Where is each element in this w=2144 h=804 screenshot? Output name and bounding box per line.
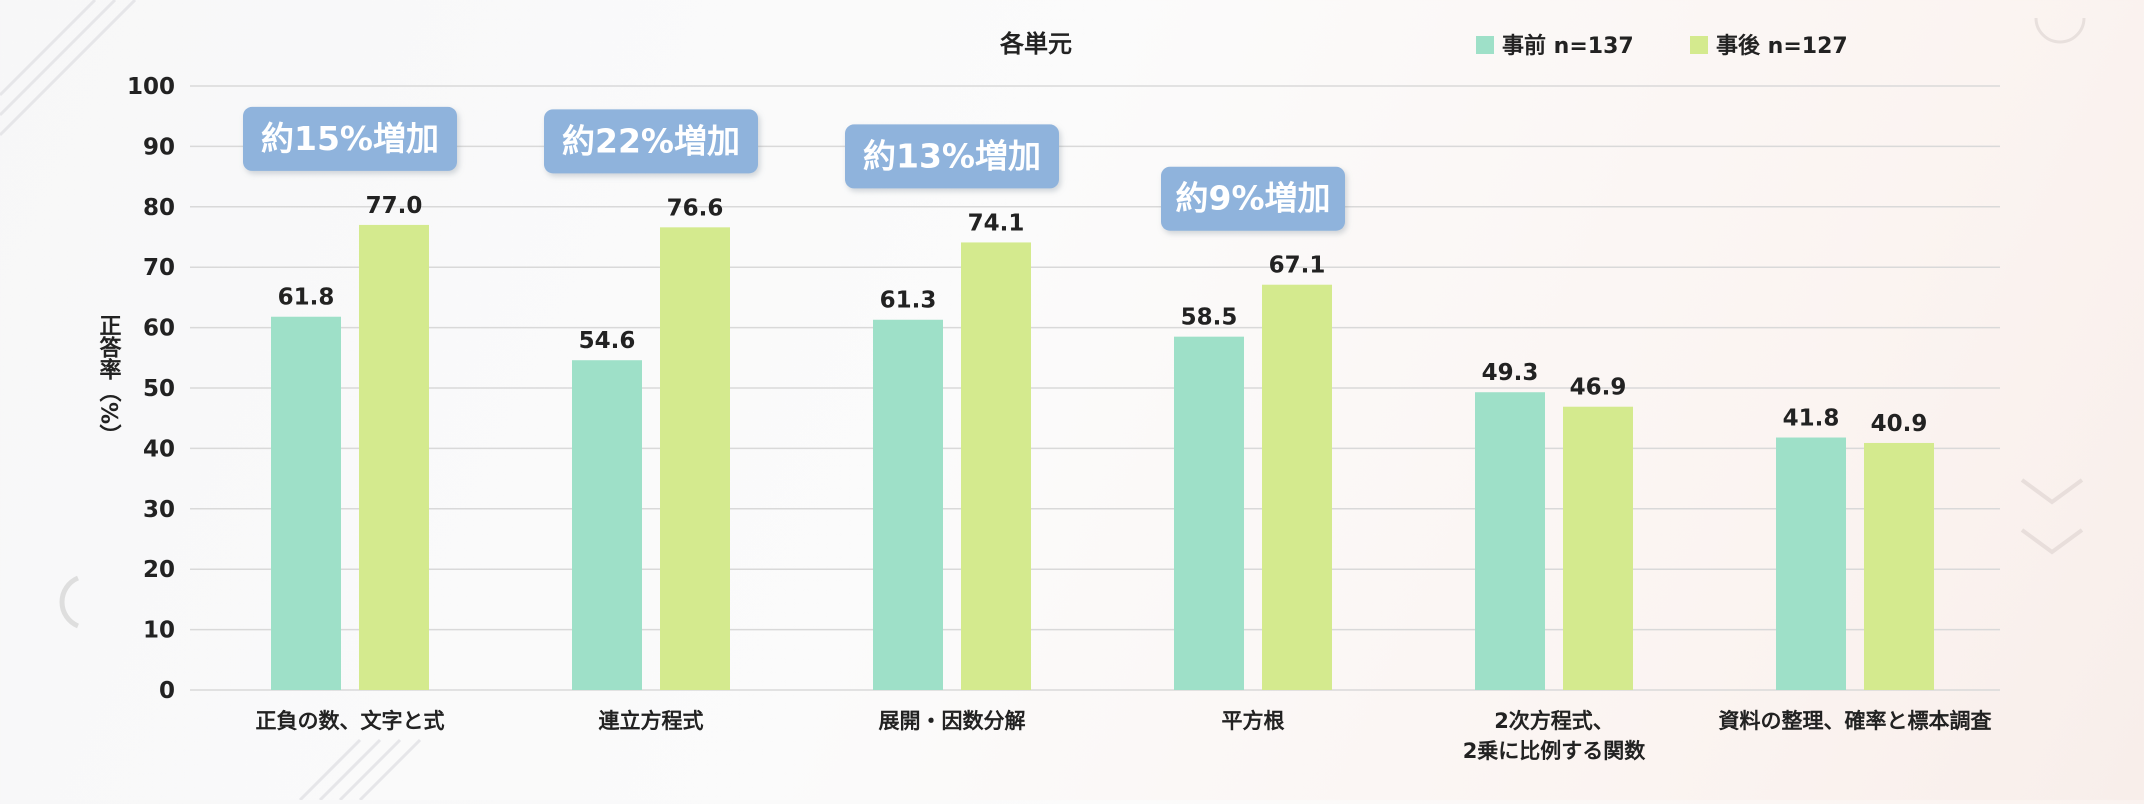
x-tick-label: 展開・因数分解 (879, 709, 1026, 733)
bar-value-label: 58.5 (1181, 305, 1238, 331)
bar-value-label: 61.8 (278, 285, 335, 311)
chevron-down-icon (2020, 478, 2084, 505)
chart-title: 各単元 (999, 30, 1072, 58)
bar (660, 227, 730, 690)
x-tick-label: 平方根 (1222, 709, 1285, 733)
legend-label: 事前 n=137 (1502, 33, 1634, 59)
y-axis-label: 正答率（%） (96, 314, 122, 446)
y-tick-label: 40 (143, 436, 175, 462)
y-tick-label: 60 (143, 316, 175, 342)
y-tick-label: 10 (143, 618, 175, 644)
bar-value-label: 49.3 (1482, 360, 1539, 386)
x-tick-label: 連立方程式 (599, 709, 704, 733)
bar-value-label: 40.9 (1871, 411, 1928, 437)
annotation-text: 約9%増加 (1175, 179, 1330, 218)
chevron-down-icon (2020, 528, 2084, 555)
bar (1174, 336, 1244, 690)
y-tick-label: 30 (143, 497, 175, 523)
annotation-callout (1161, 166, 1345, 231)
bar (1262, 284, 1332, 690)
y-tick-label: 50 (143, 376, 175, 402)
annotation-text: 約15%増加 (261, 119, 439, 158)
y-tick-label: 100 (127, 74, 175, 100)
annotation-callout (544, 109, 758, 174)
y-tick-label: 0 (159, 678, 175, 704)
annotation-callout (845, 124, 1059, 189)
bar (873, 319, 943, 690)
bar-value-label: 74.1 (968, 210, 1025, 236)
bar (1563, 406, 1633, 690)
bar (961, 242, 1031, 690)
legend-swatch (1690, 36, 1708, 54)
bar-value-label: 76.6 (667, 195, 724, 221)
legend-label: 事後 n=127 (1716, 33, 1848, 59)
annotation-callout (243, 106, 457, 171)
circle-outline-icon (2034, 17, 2086, 44)
annotation-text: 約22%増加 (562, 121, 740, 160)
x-tick-label: 2乗に比例する関数 (1463, 739, 1647, 763)
bar (271, 316, 341, 690)
bar (359, 224, 429, 691)
x-tick-label: 資料の整理、確率と標本調査 (1719, 709, 1992, 733)
background-decoration (0, 0, 2086, 802)
bar-value-label: 77.0 (366, 193, 423, 219)
bar-value-label: 41.8 (1783, 406, 1840, 432)
bar (1864, 442, 1934, 690)
bar-value-label: 46.9 (1570, 375, 1627, 401)
bar (1475, 392, 1545, 690)
bar-value-label: 61.3 (880, 288, 937, 314)
ring-fragment-icon (59, 575, 80, 629)
bar (1776, 437, 1846, 690)
x-tick-label: 2次方程式、 (1494, 709, 1614, 733)
y-tick-label: 70 (143, 255, 175, 281)
annotation-text: 約13%増加 (863, 136, 1041, 175)
x-tick-label: 正負の数、文字と式 (256, 709, 445, 733)
y-tick-label: 20 (143, 557, 175, 583)
bar-value-label: 67.1 (1269, 253, 1326, 279)
bar (572, 360, 642, 690)
bar-value-label: 54.6 (579, 328, 636, 354)
y-tick-label: 90 (143, 134, 175, 160)
legend-swatch (1476, 36, 1494, 54)
y-tick-label: 80 (143, 195, 175, 221)
